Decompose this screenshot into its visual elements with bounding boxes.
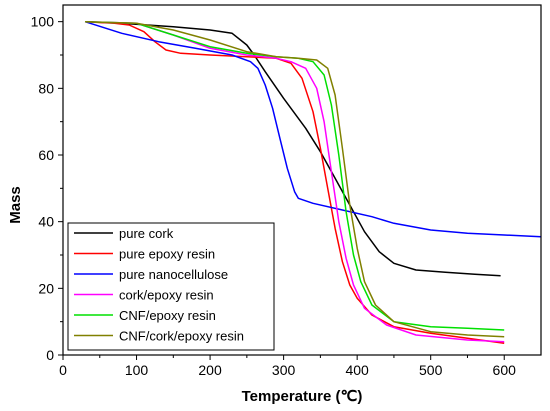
legend-label: pure nanocellulose [119, 267, 228, 282]
series-line-1 [85, 20, 501, 277]
legend-label: CNF/epoxy resin [119, 308, 216, 323]
x-tick-label: 300 [272, 362, 296, 378]
series-layer [84, 20, 542, 345]
series-line-4 [85, 20, 505, 343]
x-axis-title: Temperature (℃) [242, 388, 363, 405]
legend: pure cork pure epoxy resin pure nanocellul… [67, 222, 275, 351]
x-tick-label: 100 [125, 362, 149, 378]
legend-box [67, 222, 275, 351]
x-tick-label: 0 [59, 362, 67, 378]
legend-label: CNF/cork/epoxy resin [119, 329, 244, 344]
axes-layer: 0 100 200 300 400 500 600 0 20 40 60 80 100 [31, 14, 516, 378]
legend-label: cork/epoxy resin [119, 288, 214, 303]
y-tick-label: 60 [38, 147, 54, 163]
y-tick-label: 100 [31, 14, 55, 30]
y-axis-title: Mass [7, 186, 24, 224]
y-tick-label: 80 [38, 80, 54, 96]
plot-frame [62, 4, 542, 356]
y-tick-label: 40 [38, 214, 54, 230]
x-tick-label: 500 [419, 362, 443, 378]
y-tick-label: 0 [46, 347, 54, 363]
x-tick-label: 600 [493, 362, 517, 378]
x-tick-label: 200 [198, 362, 222, 378]
legend-label: pure cork [119, 226, 174, 241]
x-tick-label: 400 [345, 362, 369, 378]
series-line-6 [85, 20, 505, 338]
y-tick-label: 20 [38, 280, 54, 296]
legend-label: pure epoxy resin [119, 247, 215, 262]
series-line-3 [84, 20, 542, 238]
